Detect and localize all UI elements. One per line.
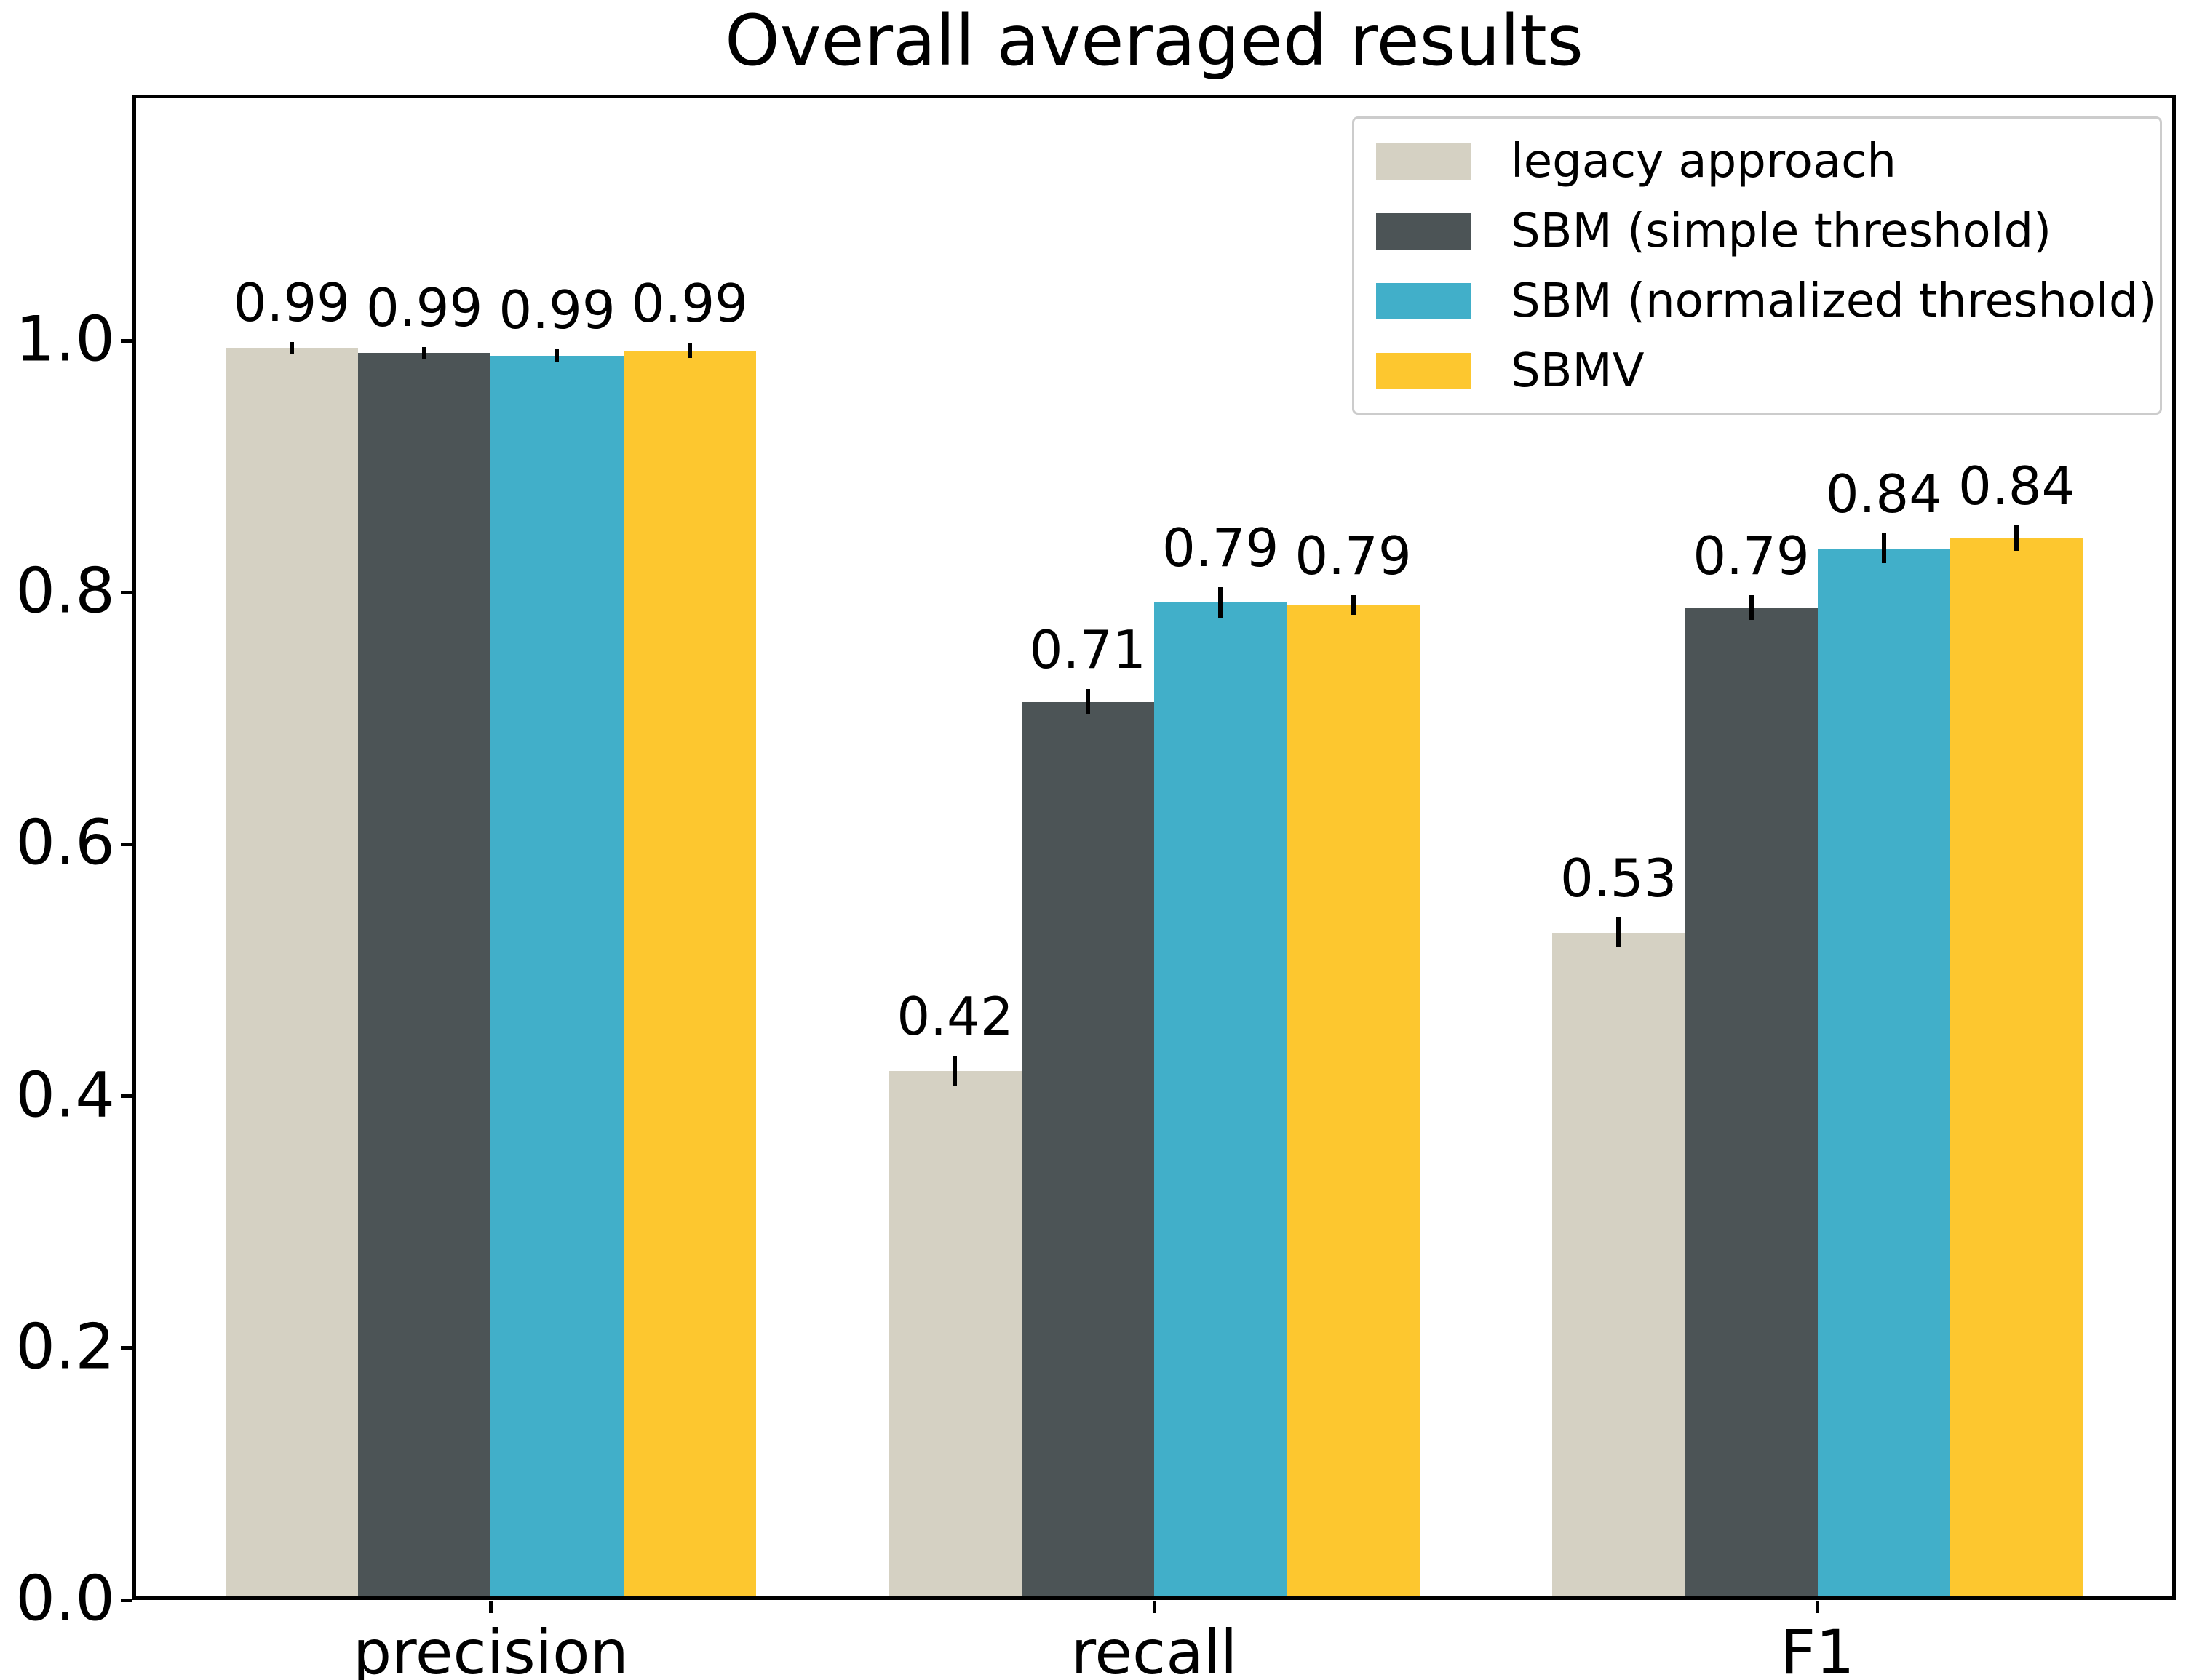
y-axis-tick <box>121 338 132 343</box>
chart-title: Overall averaged results <box>725 0 1583 81</box>
error-bar <box>687 343 692 359</box>
bar-value-label: 0.53 <box>1560 847 1677 909</box>
bar-F1-1 <box>1685 607 1818 1600</box>
error-bar <box>555 349 560 362</box>
bar-value-label: 0.84 <box>1825 463 1942 525</box>
x-axis-tick-label: precision <box>352 1617 629 1680</box>
legend-item: legacy approach <box>1376 138 2160 185</box>
error-bar <box>1881 533 1886 564</box>
legend: legacy approach SBM (simple threshold) SBM… <box>1352 116 2162 415</box>
bar-F1-2 <box>1817 548 1951 1600</box>
error-bar <box>2014 525 2019 552</box>
bar-value-label: 0.71 <box>1029 619 1146 681</box>
legend-item: SBMV <box>1376 348 2160 394</box>
y-axis-tick <box>121 590 132 594</box>
bar-value-label: 0.99 <box>498 279 616 341</box>
error-bar <box>953 1056 958 1086</box>
bar-value-label: 0.99 <box>631 273 748 335</box>
y-axis-tick <box>121 842 132 846</box>
x-axis-tick <box>1816 1601 1820 1613</box>
legend-label: SBM (normalized threshold) <box>1511 274 2157 328</box>
legend-label: SBM (simple threshold) <box>1511 204 2052 258</box>
bar-precision-3 <box>623 350 756 1600</box>
legend-label: SBMV <box>1511 344 1645 398</box>
legend-item: SBM (simple threshold) <box>1376 208 2160 255</box>
bar-value-label: 0.99 <box>233 271 350 333</box>
bar-F1-3 <box>1950 538 2083 1600</box>
bar-precision-1 <box>357 353 491 1600</box>
legend-swatch-icon <box>1376 283 1471 319</box>
y-axis-tick <box>121 1346 132 1350</box>
legend-label: legacy approach <box>1511 135 1896 188</box>
error-bar <box>289 341 294 355</box>
bar-recall-2 <box>1154 602 1287 1600</box>
legend-item: SBM (normalized threshold) <box>1376 278 2160 325</box>
bar-value-label: 0.84 <box>1958 455 2075 517</box>
bar-recall-0 <box>889 1070 1022 1600</box>
y-axis-tick <box>121 1598 132 1602</box>
bar-precision-2 <box>490 355 624 1600</box>
error-bar <box>422 346 427 359</box>
y-axis-tick-label: 0.6 <box>15 806 115 880</box>
legend-swatch-icon <box>1376 213 1471 250</box>
bar-precision-0 <box>225 348 358 1600</box>
error-bar <box>1749 594 1754 621</box>
x-axis-tick-label: F1 <box>1780 1617 1855 1680</box>
y-axis-tick <box>121 1094 132 1099</box>
error-bar <box>1616 917 1621 948</box>
x-axis-tick-label: recall <box>1070 1617 1238 1680</box>
error-bar <box>1085 689 1090 715</box>
bar-value-label: 0.79 <box>1162 517 1279 579</box>
y-axis-tick-label: 0.2 <box>15 1310 115 1384</box>
legend-swatch-icon <box>1376 353 1471 389</box>
y-axis-tick-label: 1.0 <box>15 303 115 376</box>
bar-value-label: 0.79 <box>1295 525 1412 586</box>
bar-recall-1 <box>1021 701 1154 1600</box>
y-axis-tick-label: 0.8 <box>15 554 115 628</box>
bar-F1-0 <box>1552 932 1685 1600</box>
bar-value-label: 0.99 <box>365 276 483 338</box>
bar-value-label: 0.42 <box>897 986 1014 1048</box>
legend-swatch-icon <box>1376 143 1471 180</box>
y-axis-tick-label: 0.4 <box>15 1058 115 1131</box>
bar-recall-3 <box>1287 605 1420 1600</box>
x-axis-tick <box>1152 1601 1156 1613</box>
x-axis-tick <box>488 1601 493 1613</box>
error-bar <box>1351 594 1356 616</box>
y-axis-tick-label: 0.0 <box>15 1562 115 1636</box>
error-bar <box>1218 587 1223 618</box>
bar-value-label: 0.79 <box>1693 525 1810 586</box>
